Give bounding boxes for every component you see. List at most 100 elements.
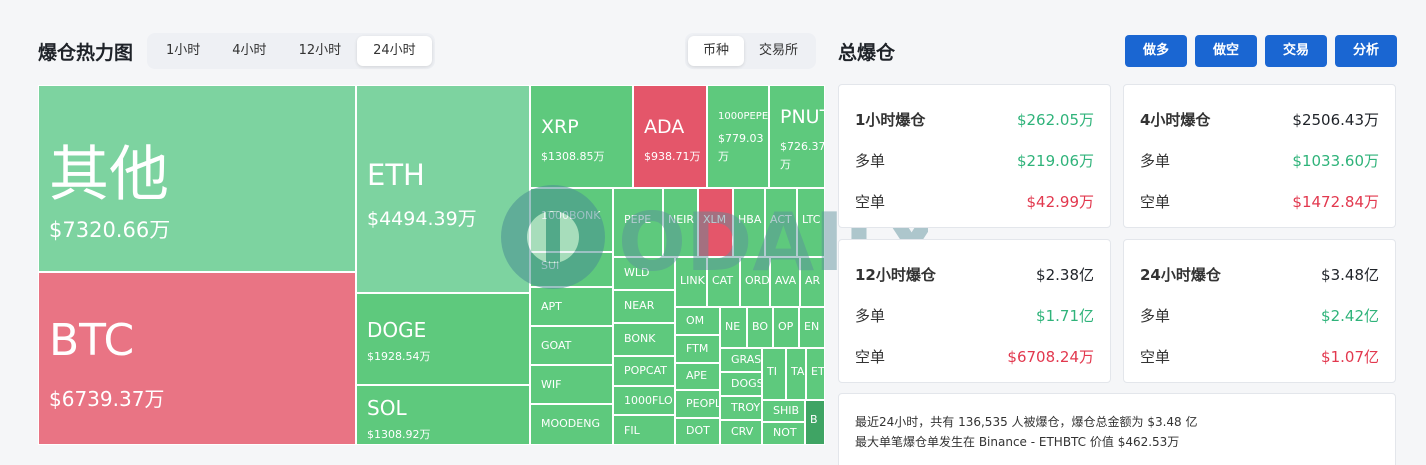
treemap-tile[interactable]: TI	[762, 348, 786, 400]
treemap-tile[interactable]: WLD	[613, 257, 675, 290]
treemap-tile[interactable]: GOAT	[530, 326, 613, 365]
tile-symbol: LTC	[802, 213, 821, 226]
treemap-tile[interactable]: NOT	[762, 422, 805, 445]
treemap-tile[interactable]: 其他 $7320.66万	[38, 85, 356, 272]
tab-1h[interactable]: 1小时	[166, 43, 201, 58]
group-by-tabs: 币种 交易所	[685, 33, 817, 69]
tile-symbol: DOT	[686, 424, 710, 437]
treemap-tile[interactable]: FTM	[675, 335, 720, 363]
treemap-tile[interactable]: LTC	[797, 188, 825, 257]
treemap-tile[interactable]: FIL	[613, 415, 675, 445]
tile-value: $938.71万	[644, 150, 701, 163]
short-row: 空单 $1.07亿	[1140, 346, 1379, 367]
short-row: 空单 $1472.84万	[1140, 191, 1379, 212]
treemap-tile[interactable]: DOGS	[720, 372, 762, 396]
treemap-tile[interactable]: ORD	[740, 257, 770, 307]
treemap-tile[interactable]: APE	[675, 363, 720, 390]
treemap-tile[interactable]: SHIB	[762, 400, 805, 422]
action-buttons: 做多 做空 交易 分析	[1124, 35, 1397, 67]
long-button[interactable]: 做多	[1124, 35, 1187, 67]
treemap-tile[interactable]: PNUT $726.37万	[769, 85, 825, 188]
treemap-tile[interactable]: XRP $1308.85万	[530, 85, 633, 188]
treemap-tile[interactable]: LINK	[675, 257, 707, 307]
tile-symbol: APT	[541, 300, 562, 313]
tile-symbol: POPCAT	[624, 364, 667, 377]
treemap-tile[interactable]: NEAR	[613, 290, 675, 323]
tile-value: $4494.39万	[367, 208, 477, 230]
card-title: 4小时爆仓	[1140, 111, 1211, 129]
treemap-tile[interactable]: MOODENG	[530, 404, 613, 445]
tile-symbol: NOT	[773, 426, 797, 439]
treemap-tile[interactable]: HBA	[733, 188, 765, 257]
tile-symbol: OP	[778, 320, 794, 333]
treemap-tile[interactable]: WIF	[530, 365, 613, 404]
short-label: 空单	[1140, 193, 1171, 211]
treemap-tile[interactable]: ADA $938.71万	[633, 85, 707, 188]
treemap-tile[interactable]: CRV	[720, 420, 762, 445]
treemap-tile[interactable]: CAT	[707, 257, 740, 307]
treemap-tile[interactable]: BONK	[613, 323, 675, 356]
tile-symbol: B	[810, 413, 818, 426]
tile-symbol: ORD	[745, 274, 770, 287]
treemap-tile[interactable]: BO	[747, 307, 773, 348]
tile-symbol: ET	[811, 365, 825, 378]
short-row: 空单 $6708.24万	[855, 346, 1094, 367]
treemap-tile[interactable]: SOL $1308.92万	[356, 385, 530, 445]
long-value: $1.71亿	[1036, 307, 1094, 325]
treemap-tile[interactable]: ACT	[765, 188, 797, 257]
tile-symbol: NEAR	[624, 299, 655, 312]
treemap-tile[interactable]: 1000FLO	[613, 386, 675, 415]
treemap-tile[interactable]: ETH $4494.39万	[356, 85, 530, 293]
treemap-tile[interactable]: 1000BONK	[530, 188, 613, 252]
short-button[interactable]: 做空	[1194, 35, 1257, 67]
treemap-tile[interactable]: 1000PEPE $779.03万	[707, 85, 769, 188]
time-range-tabs: 1小时 4小时 12小时 24小时	[147, 33, 435, 69]
treemap-tile[interactable]: AR	[800, 257, 825, 307]
treemap-tile[interactable]: PEOPL	[675, 390, 720, 418]
short-value: $1.07亿	[1321, 348, 1379, 366]
tile-symbol: WLD	[624, 266, 650, 279]
treemap-tile[interactable]: OM	[675, 307, 720, 335]
treemap-tile[interactable]: APT	[530, 287, 613, 326]
treemap-tile[interactable]: GRASS	[720, 348, 762, 372]
treemap-tile[interactable]: EN	[799, 307, 825, 348]
treemap-tile[interactable]: DOGE $1928.54万	[356, 293, 530, 385]
treemap-tile[interactable]: POPCAT	[613, 356, 675, 386]
tab-4h[interactable]: 4小时	[232, 43, 267, 58]
treemap-tile[interactable]: TROY	[720, 396, 762, 420]
tab-by-exchange[interactable]: 交易所	[759, 43, 799, 58]
card-header: 4小时爆仓 $2506.43万	[1140, 109, 1379, 130]
analysis-button[interactable]: 分析	[1334, 35, 1397, 67]
treemap-tile[interactable]: B	[805, 400, 825, 445]
long-label: 多单	[855, 307, 886, 325]
tile-symbol: TI	[767, 365, 777, 378]
tile-symbol: SOL	[367, 396, 407, 420]
treemap-tile[interactable]: OP	[773, 307, 799, 348]
treemap-tile[interactable]: DOT	[675, 418, 720, 445]
long-value: $2.42亿	[1321, 307, 1379, 325]
tab-by-coin[interactable]: 币种	[688, 36, 745, 66]
trade-button[interactable]: 交易	[1264, 35, 1327, 67]
treemap-tile[interactable]: PEPE	[613, 188, 663, 257]
tile-symbol: SHIB	[773, 404, 800, 417]
treemap-tile[interactable]: SUI	[530, 252, 613, 287]
tile-symbol: DOGE	[367, 318, 427, 342]
tab-24h[interactable]: 24小时	[357, 36, 432, 66]
tab-12h[interactable]: 12小时	[298, 43, 342, 58]
tile-symbol: APE	[686, 369, 708, 382]
tile-symbol: 其他	[49, 140, 169, 210]
card-header: 24小时爆仓 $3.48亿	[1140, 264, 1379, 285]
treemap-tile[interactable]: TA	[786, 348, 806, 400]
card-4h: 4小时爆仓 $2506.43万 多单 $1033.60万 空单 $1472.84…	[1123, 84, 1396, 228]
tile-value: $726.37万	[780, 140, 825, 171]
treemap-tile[interactable]: BTC $6739.37万	[38, 272, 356, 445]
treemap-tile[interactable]: XLM	[698, 188, 733, 257]
treemap-tile[interactable]: AVA	[770, 257, 800, 307]
treemap-tile[interactable]: NEIR	[663, 188, 698, 257]
tile-symbol: PNUT	[780, 106, 824, 128]
treemap-tile[interactable]: NE	[720, 307, 747, 348]
short-value: $1472.84万	[1292, 193, 1379, 211]
treemap-tile[interactable]: ET	[806, 348, 825, 400]
tile-symbol: 1000PEPE	[718, 111, 769, 122]
